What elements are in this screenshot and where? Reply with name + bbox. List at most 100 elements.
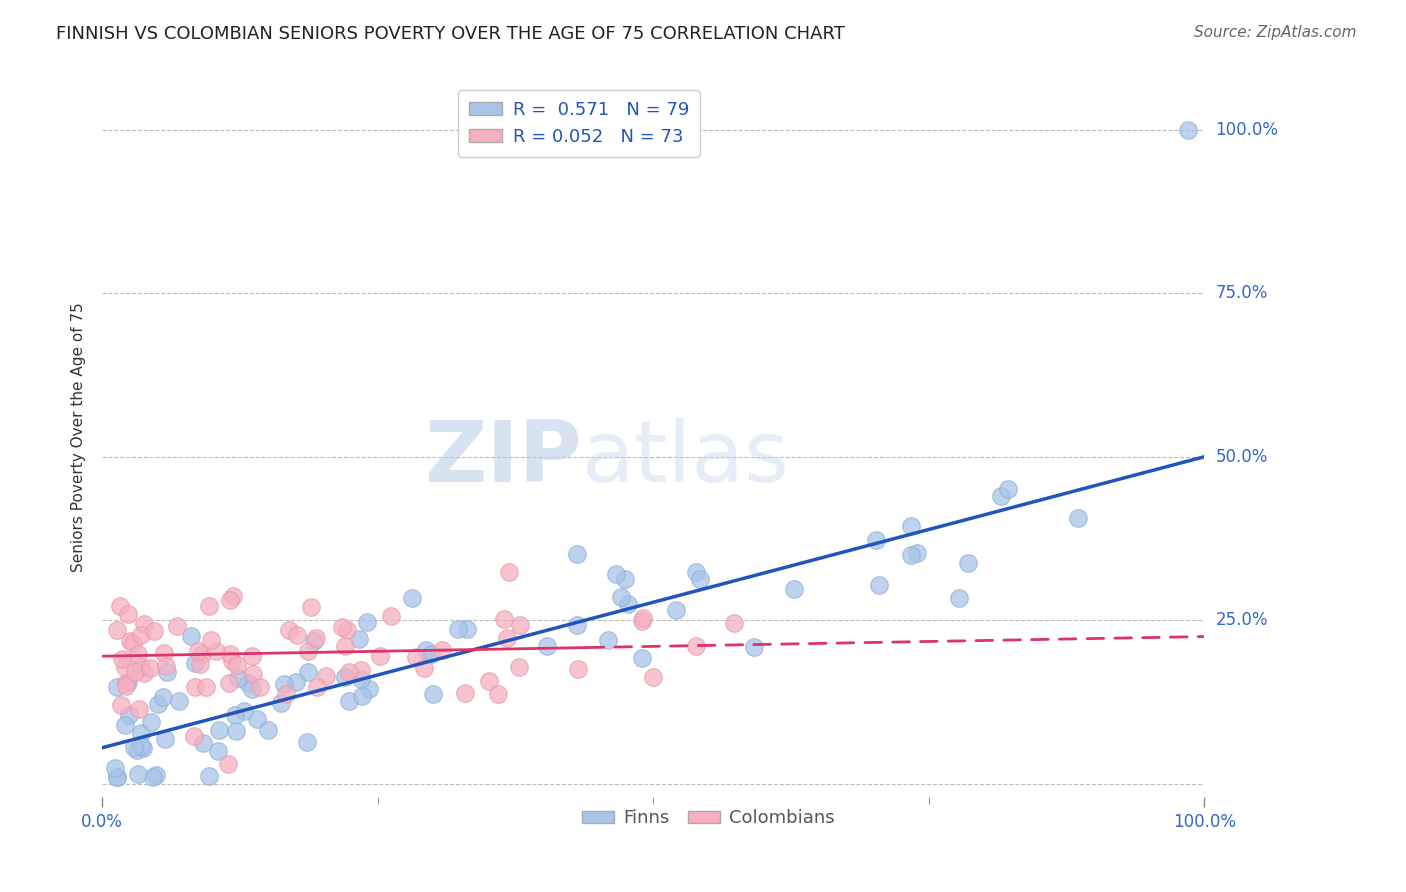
Point [198,769,221,783]
Point [152,690,174,704]
Point [297,644,319,658]
Point [236,676,259,690]
Point [145,767,167,781]
Point [228,671,250,685]
Point [184,656,207,670]
Point [447,622,470,636]
Point [641,670,664,684]
Point [1177,122,1199,136]
Point [565,547,588,561]
Point [117,675,139,690]
Point [105,681,128,695]
Point [277,623,299,637]
Point [270,697,292,711]
Point [105,623,128,637]
Point [744,640,766,655]
Point [118,708,141,723]
Text: 100.0%: 100.0% [1216,120,1278,139]
Point [567,662,589,676]
Point [536,639,558,653]
Point [155,658,177,673]
Point [723,615,745,630]
Point [900,519,922,533]
Point [142,770,165,784]
Point [350,689,373,703]
Point [454,686,477,700]
Point [273,677,295,691]
Point [617,597,640,611]
Text: Source: ZipAtlas.com: Source: ZipAtlas.com [1194,25,1357,40]
Text: FINNISH VS COLOMBIAN SENIORS POVERTY OVER THE AGE OF 75 CORRELATION CHART: FINNISH VS COLOMBIAN SENIORS POVERTY OVE… [56,25,845,43]
Point [114,718,136,732]
Point [905,546,928,560]
Point [122,739,145,754]
Point [335,670,357,684]
Text: 75.0%: 75.0% [1216,285,1268,302]
Point [221,654,243,668]
Point [104,761,127,775]
Point [596,632,619,647]
Point [1067,511,1090,525]
Point [225,658,247,673]
Point [132,616,155,631]
Point [183,729,205,743]
Point [232,704,254,718]
Point [187,644,209,658]
Point [129,739,152,753]
Point [284,674,307,689]
Point [218,676,240,690]
Point [299,599,322,614]
Point [610,590,633,604]
Point [191,647,214,661]
Point [128,702,150,716]
Point [356,615,378,629]
Point [347,632,370,646]
Point [508,660,530,674]
Point [337,665,360,679]
Point [139,714,162,729]
Text: 25.0%: 25.0% [1216,611,1268,629]
Point [337,693,360,707]
Point [665,603,688,617]
Point [127,743,149,757]
Point [509,617,531,632]
Point [285,628,308,642]
Point [111,652,134,666]
Point [368,649,391,664]
Point [191,736,214,750]
Point [153,731,176,746]
Point [208,723,231,738]
Point [218,593,240,607]
Point [900,548,922,562]
Point [297,735,319,749]
Point [110,698,132,713]
Point [357,681,380,696]
Point [156,665,179,679]
Point [127,767,149,781]
Point [498,565,520,579]
Point [605,567,627,582]
Text: ZIP: ZIP [425,417,582,500]
Point [349,663,371,677]
Point [422,686,444,700]
Point [146,698,169,712]
Point [456,622,478,636]
Y-axis label: Seniors Poverty Over the Age of 75: Seniors Poverty Over the Age of 75 [72,302,86,572]
Point [495,631,517,645]
Point [492,612,515,626]
Point [304,633,326,648]
Text: 50.0%: 50.0% [1216,448,1268,466]
Point [685,639,707,653]
Point [217,757,239,772]
Point [200,633,222,648]
Point [567,618,589,632]
Point [166,619,188,633]
Point [689,572,711,586]
Point [685,565,707,579]
Point [180,629,202,643]
Point [127,647,149,661]
Point [631,610,654,624]
Point [240,682,263,697]
Point [129,726,152,740]
Point [865,533,887,547]
